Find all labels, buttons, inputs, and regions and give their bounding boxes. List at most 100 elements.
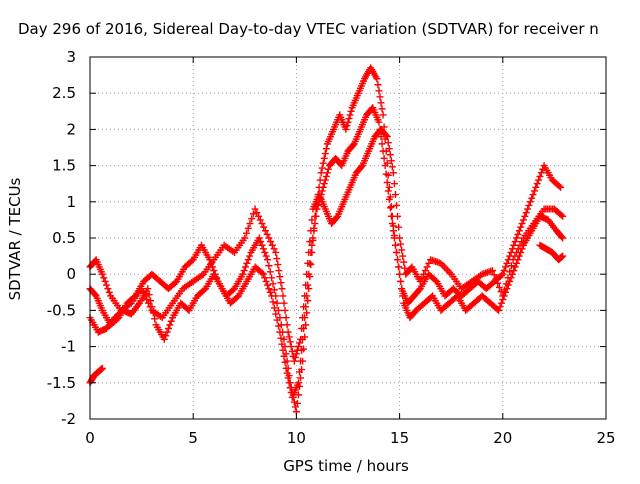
data-point <box>319 159 327 167</box>
data-point <box>255 212 263 220</box>
data-point <box>349 141 357 149</box>
data-point <box>244 224 252 232</box>
data-point <box>171 279 179 287</box>
data-point <box>279 346 287 354</box>
data-point <box>535 176 543 184</box>
data-point <box>490 271 498 279</box>
data-point <box>516 241 524 249</box>
series-2 <box>86 104 567 401</box>
data-point <box>293 346 301 354</box>
x-tick-label: 5 <box>188 429 198 447</box>
data-point <box>277 334 285 342</box>
data-point <box>345 115 353 123</box>
data-point <box>321 176 329 184</box>
data-point <box>297 335 305 343</box>
data-point <box>258 220 266 228</box>
data-point <box>292 350 300 358</box>
data-point <box>497 299 505 307</box>
data-point <box>138 285 146 293</box>
data-point <box>375 118 383 126</box>
data-point <box>229 286 237 294</box>
y-axis-label: SDTVAR / TECUs <box>6 177 24 300</box>
data-point <box>243 229 251 237</box>
data-point <box>347 107 355 115</box>
data-point <box>421 267 429 275</box>
data-point <box>393 201 401 209</box>
data-point <box>268 241 276 249</box>
data-point <box>291 353 299 361</box>
data-point <box>385 183 393 191</box>
data-point <box>164 325 172 332</box>
y-tick-label: -1 <box>61 338 76 356</box>
data-point <box>378 105 386 113</box>
data-point <box>283 321 291 329</box>
data-point <box>268 274 276 282</box>
data-point <box>399 292 407 300</box>
data-point <box>513 259 521 267</box>
data-point <box>509 256 517 264</box>
data-point <box>495 283 503 291</box>
data-point <box>418 274 426 282</box>
data-point <box>308 241 316 249</box>
data-point <box>308 216 316 224</box>
data-point <box>146 303 154 311</box>
data-point <box>515 227 523 235</box>
data-point <box>200 286 208 294</box>
data-point <box>391 241 399 249</box>
data-point <box>389 169 397 177</box>
data-point <box>536 172 544 180</box>
data-point <box>270 245 278 253</box>
data-point <box>290 357 298 365</box>
data-point <box>286 338 294 346</box>
data-point <box>488 267 496 275</box>
data-point <box>381 162 389 170</box>
data-point <box>344 118 352 126</box>
data-point <box>511 263 519 271</box>
data-point <box>376 93 384 101</box>
data-point <box>497 271 505 279</box>
data-point <box>282 314 290 322</box>
data-point <box>558 233 566 241</box>
data-point <box>264 256 272 264</box>
data-point <box>416 277 424 285</box>
data-point <box>559 234 567 242</box>
data-point <box>287 343 295 351</box>
data-point <box>533 180 541 188</box>
data-point <box>343 122 351 130</box>
data-point <box>258 269 266 277</box>
data-point <box>494 279 502 287</box>
data-point <box>105 288 113 296</box>
data-point <box>255 234 263 242</box>
data-point <box>383 133 391 141</box>
data-point <box>513 234 521 242</box>
data-point <box>103 281 111 289</box>
data-point <box>384 139 392 147</box>
data-point <box>517 223 525 231</box>
data-point <box>98 364 106 372</box>
data-point <box>143 296 151 304</box>
data-point <box>295 339 303 347</box>
data-point <box>101 277 109 285</box>
data-point <box>278 285 286 293</box>
data-point <box>266 268 274 276</box>
data-point <box>91 291 99 299</box>
data-point <box>510 241 518 249</box>
x-tick-label: 0 <box>85 429 95 447</box>
chart-title: Day 296 of 2016, Sidereal Day-to-day VTE… <box>18 20 599 38</box>
data-point <box>291 403 299 411</box>
data-point <box>286 384 294 392</box>
data-point <box>295 368 303 376</box>
data-point <box>309 234 317 242</box>
data-point <box>375 87 383 95</box>
data-point <box>166 321 174 329</box>
data-point <box>377 99 385 107</box>
data-point <box>273 316 281 324</box>
data-point <box>297 357 305 365</box>
data-point <box>258 241 266 249</box>
data-point <box>262 277 270 285</box>
data-point <box>305 248 313 256</box>
data-point <box>278 340 286 348</box>
data-point <box>248 215 256 223</box>
data-point <box>510 267 518 275</box>
